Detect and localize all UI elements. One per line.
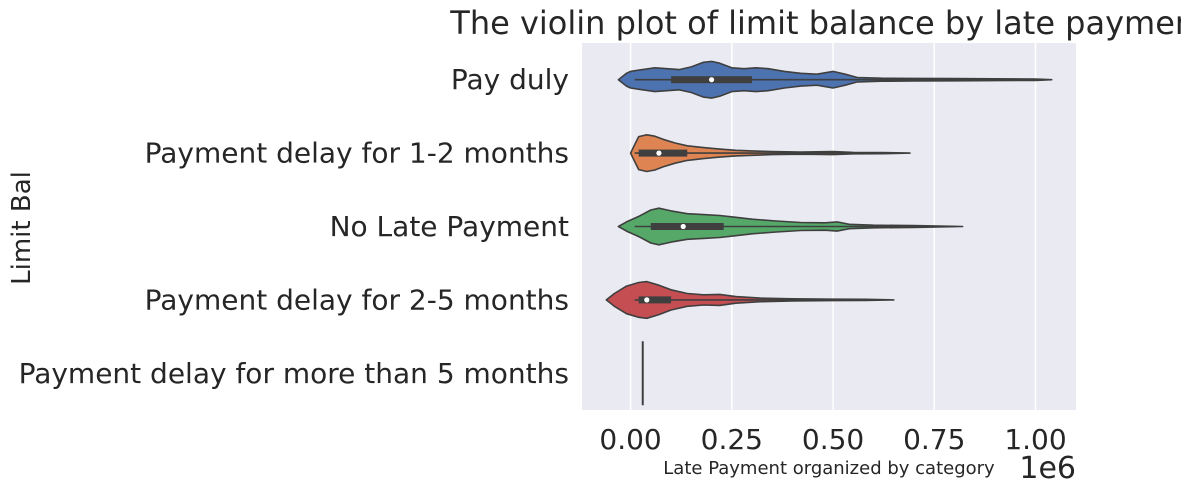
x-tick-label: 0.25 bbox=[701, 423, 763, 456]
category-label: Pay duly bbox=[451, 63, 569, 96]
category-label: Payment delay for 2-5 months bbox=[145, 283, 569, 316]
category-label: No Late Payment bbox=[330, 210, 569, 243]
violin-median-point bbox=[680, 223, 686, 230]
category-label: Payment delay for 1-2 months bbox=[145, 137, 569, 170]
x-tick-label: 0.50 bbox=[802, 423, 864, 456]
category-label: Payment delay for more than 5 months bbox=[19, 357, 569, 390]
violin-group bbox=[605, 280, 895, 320]
x-tick-label: 0.00 bbox=[599, 423, 661, 456]
chart-title: The violin plot of limit balance by late… bbox=[449, 4, 1181, 42]
x-axis-label: Late Payment organized by category bbox=[663, 458, 995, 479]
violin-median-point bbox=[708, 77, 715, 83]
y-axis-label: Limit Bal bbox=[7, 171, 37, 285]
violins bbox=[605, 60, 1053, 406]
x-offset-label: 1e6 bbox=[1019, 451, 1076, 486]
violin-iqr-box bbox=[638, 149, 688, 157]
x-tick-label: 1.00 bbox=[1004, 423, 1066, 456]
violin-group bbox=[629, 134, 911, 173]
violin-iqr-box bbox=[650, 223, 724, 230]
violin-group bbox=[617, 60, 1053, 99]
violin-group bbox=[617, 207, 964, 246]
category-labels: Pay duly Payment delay for 1-2 months No L… bbox=[19, 63, 569, 390]
x-tick-label: 0.75 bbox=[903, 423, 965, 456]
violin-median-point bbox=[656, 150, 662, 156]
violin-median-point bbox=[644, 297, 650, 303]
violin-iqr-box bbox=[638, 296, 672, 304]
x-tick-labels: 0.00 0.25 0.50 0.75 1.00 bbox=[599, 423, 1066, 456]
